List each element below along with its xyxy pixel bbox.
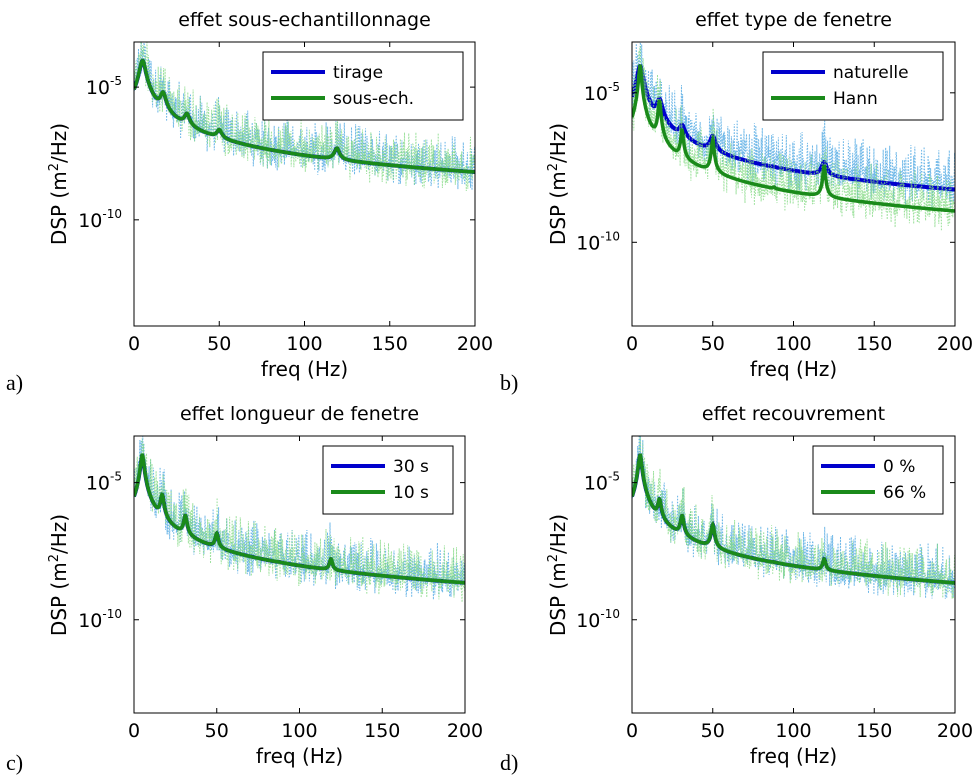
legend: naturelle Hann xyxy=(762,51,944,121)
legend-label-1: naturelle xyxy=(833,63,909,83)
x-tick-label: 0 xyxy=(626,333,638,355)
legend-label-2: 66 % xyxy=(883,483,926,503)
legend-label-2: Hann xyxy=(833,89,878,109)
panel-label: a) xyxy=(6,370,23,395)
series-line-2 xyxy=(632,64,955,213)
y-tick-label: 10-5 xyxy=(86,74,122,99)
x-tick-label: 150 xyxy=(372,333,408,355)
x-tick-label: 0 xyxy=(626,720,638,742)
x-tick-label: 200 xyxy=(447,720,483,742)
x-tick-label: 50 xyxy=(207,333,231,355)
panel-label: b) xyxy=(500,370,518,395)
x-axis-label: freq (Hz) xyxy=(750,357,837,381)
x-tick-label: 150 xyxy=(856,333,892,355)
chart-panel-a: effet sous-echantillonnage a) DSP (m2/Hz) f… xyxy=(6,9,493,395)
chart-title: effet sous-echantillonnage xyxy=(178,9,431,31)
chart-title: effet recouvrement xyxy=(702,403,885,425)
legend-label-1: tirage xyxy=(333,63,383,83)
x-axis-label: freq (Hz) xyxy=(750,744,837,768)
chart-panel-b: effet type de fenetre b) DSP (m2/Hz) freq (… xyxy=(500,9,973,395)
y-tick-label: 10-10 xyxy=(576,229,620,254)
y-tick-label: 10-10 xyxy=(78,207,122,232)
chart-title: effet longueur de fenetre xyxy=(180,403,419,425)
x-tick-label: 50 xyxy=(701,333,725,355)
y-axis-label: DSP (m2/Hz) xyxy=(47,123,71,245)
series-line-2 xyxy=(632,453,955,585)
legend-label-2: sous-ech. xyxy=(333,89,414,109)
legend: 30 s 10 s xyxy=(322,445,454,515)
x-tick-label: 200 xyxy=(937,720,973,742)
y-axis-label: DSP (m2/Hz) xyxy=(546,123,570,245)
x-tick-label: 0 xyxy=(128,720,140,742)
legend-label-2: 10 s xyxy=(393,483,429,503)
plot-area xyxy=(632,436,955,599)
x-tick-label: 100 xyxy=(286,333,322,355)
x-tick-label: 200 xyxy=(937,333,973,355)
x-tick-label: 150 xyxy=(364,720,400,742)
x-axis-label: freq (Hz) xyxy=(261,357,348,381)
x-tick-label: 50 xyxy=(701,720,725,742)
x-tick-label: 100 xyxy=(775,720,811,742)
legend: tirage sous-ech. xyxy=(262,51,464,121)
chart-panel-d: effet recouvrement d) DSP (m2/Hz) freq (Hz)… xyxy=(500,403,973,775)
x-tick-label: 50 xyxy=(205,720,229,742)
panel-label: d) xyxy=(500,750,518,775)
x-tick-label: 200 xyxy=(457,333,493,355)
legend-label-1: 30 s xyxy=(393,457,429,477)
y-tick-label: 10-5 xyxy=(584,470,620,495)
legend: 0 % 66 % xyxy=(812,445,944,515)
x-axis-label: freq (Hz) xyxy=(256,744,343,768)
plot-area xyxy=(632,42,955,231)
y-axis-label: DSP (m2/Hz) xyxy=(546,514,570,636)
chart-panel-c: effet longueur de fenetre c) DSP (m2/Hz) fr… xyxy=(6,403,483,775)
plot-area xyxy=(134,436,465,603)
series-noise-2 xyxy=(632,45,955,231)
series-line-2 xyxy=(134,453,465,585)
x-tick-label: 100 xyxy=(281,720,317,742)
x-tick-label: 0 xyxy=(128,333,140,355)
y-tick-label: 10-5 xyxy=(584,80,620,105)
x-tick-label: 150 xyxy=(856,720,892,742)
y-axis-label: DSP (m2/Hz) xyxy=(47,514,71,636)
legend-box xyxy=(322,445,454,515)
legend-box xyxy=(812,445,944,515)
series-noise-2 xyxy=(632,436,955,599)
legend-box xyxy=(262,51,464,121)
y-tick-label: 10-10 xyxy=(78,607,122,632)
legend-label-1: 0 % xyxy=(883,457,915,477)
chart-title: effet type de fenetre xyxy=(695,9,892,31)
series-noise-1 xyxy=(134,42,475,191)
y-tick-label: 10-5 xyxy=(86,470,122,495)
series-noise-2 xyxy=(134,42,475,192)
legend-box xyxy=(762,51,944,121)
plot-area xyxy=(134,42,475,192)
x-tick-label: 100 xyxy=(775,333,811,355)
series-line-2 xyxy=(134,58,475,174)
panel-label: c) xyxy=(6,750,23,775)
y-tick-label: 10-10 xyxy=(576,607,620,632)
